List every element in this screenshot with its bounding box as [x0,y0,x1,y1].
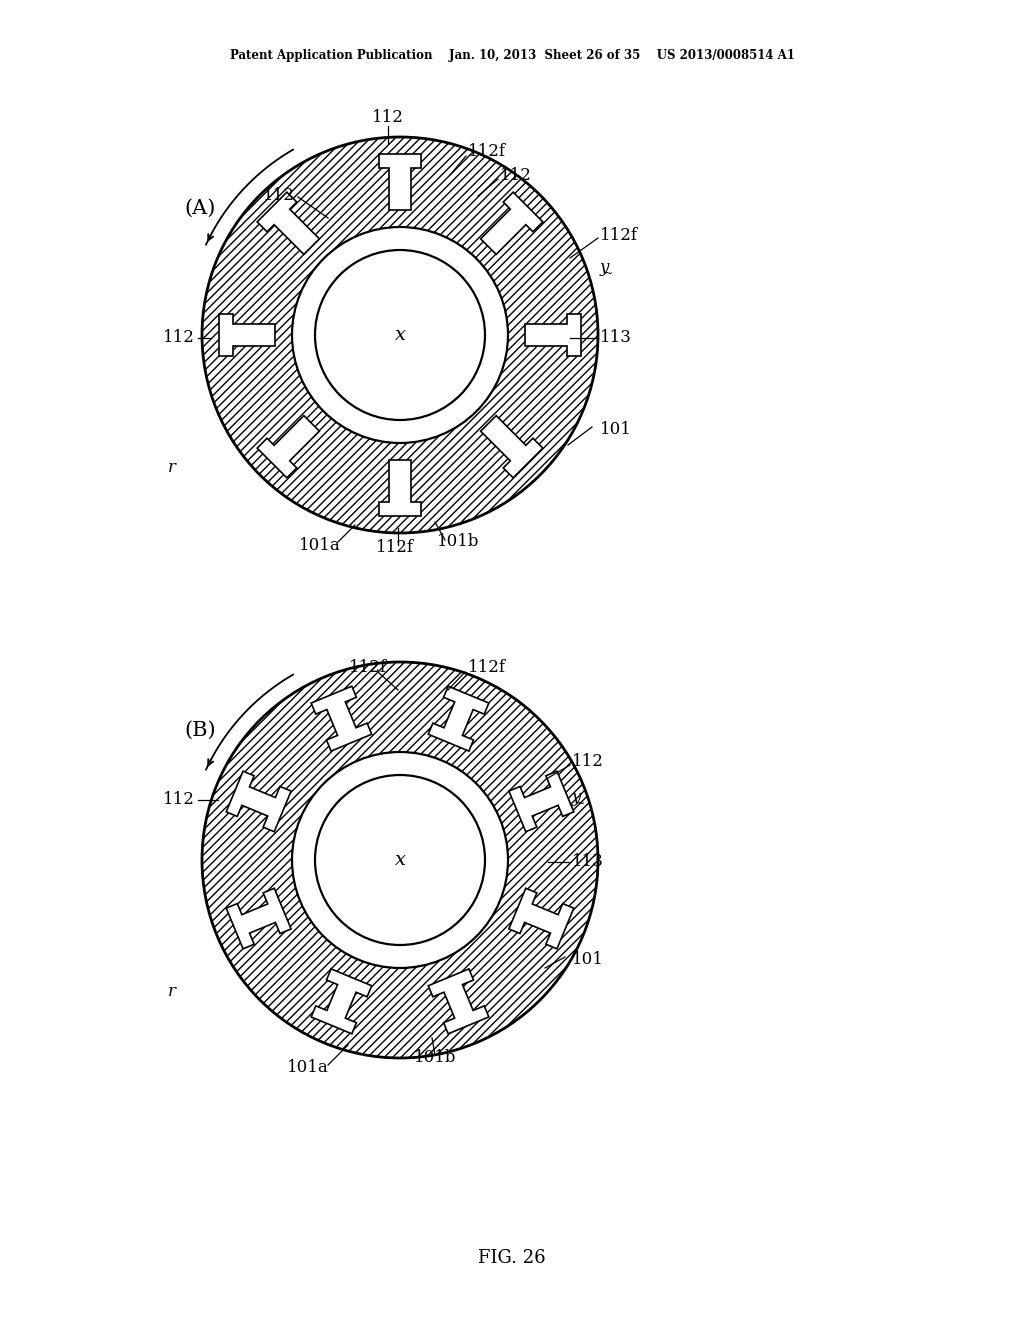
Text: 112: 112 [163,792,195,808]
Text: 101a: 101a [299,536,341,553]
Polygon shape [311,969,372,1034]
Circle shape [202,663,598,1059]
Polygon shape [226,771,291,832]
Text: Patent Application Publication    Jan. 10, 2013  Sheet 26 of 35    US 2013/00085: Patent Application Publication Jan. 10, … [229,49,795,62]
Circle shape [315,249,485,420]
Polygon shape [509,771,573,832]
Text: 112: 112 [572,754,604,771]
Text: x: x [394,851,406,869]
Polygon shape [219,314,275,356]
Text: FIG. 26: FIG. 26 [478,1249,546,1267]
Polygon shape [525,314,581,356]
Circle shape [292,752,508,968]
Text: ~: ~ [575,799,586,809]
Circle shape [202,137,598,533]
Text: 112: 112 [263,186,295,203]
Polygon shape [226,888,291,949]
Polygon shape [257,193,319,255]
Text: 101a: 101a [287,1060,329,1077]
Text: 112: 112 [163,330,195,346]
Text: 112f: 112f [376,540,414,557]
Polygon shape [311,686,372,751]
Text: 101b: 101b [414,1049,457,1067]
Text: ~: ~ [604,269,613,279]
Text: 101: 101 [572,952,604,969]
Polygon shape [509,888,573,949]
Polygon shape [379,459,421,516]
Text: (A): (A) [184,198,216,218]
Text: 112f: 112f [468,144,506,161]
Circle shape [202,663,598,1059]
Text: 112: 112 [500,166,531,183]
Circle shape [292,227,508,444]
Text: 112f: 112f [349,660,387,676]
Polygon shape [428,686,488,751]
Text: (B): (B) [184,721,216,739]
Polygon shape [480,193,543,255]
Text: 113: 113 [572,854,604,870]
Text: 112f: 112f [600,227,638,243]
Text: r: r [168,459,176,477]
Polygon shape [379,154,421,210]
Circle shape [315,775,485,945]
Text: 112f: 112f [468,660,506,676]
Text: y: y [600,260,609,276]
Text: 101b: 101b [437,533,479,550]
Text: r: r [168,983,176,1001]
Polygon shape [480,416,543,478]
Polygon shape [428,969,488,1034]
Text: 112: 112 [372,110,403,127]
Text: x: x [394,326,406,345]
Circle shape [202,137,598,533]
Text: y: y [572,789,582,807]
Text: 113: 113 [600,330,632,346]
Text: 101: 101 [600,421,632,438]
Polygon shape [257,416,319,478]
